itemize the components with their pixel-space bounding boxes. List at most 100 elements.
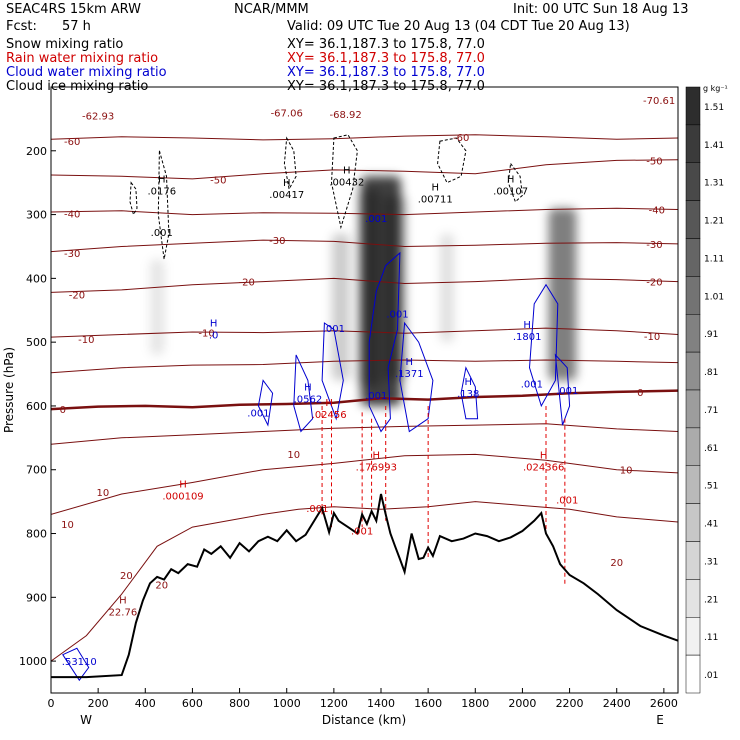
temperature-label-7: -50 bbox=[646, 156, 662, 167]
x-axis-label: Distance (km) bbox=[322, 713, 406, 727]
isotherm-1 bbox=[51, 159, 678, 180]
ice-contour-0 bbox=[157, 150, 170, 260]
temperature-label-3: -70.61 bbox=[643, 96, 675, 107]
feature-high-marker-4: H bbox=[507, 174, 515, 185]
field-snow-xy: XY= 36.1,187.3 to 175.8, 77.0 bbox=[287, 37, 485, 52]
feature-value-25: .001 bbox=[151, 228, 173, 239]
temperature-label-25: 20 bbox=[120, 571, 133, 582]
cloud-water-contour-6 bbox=[554, 353, 571, 426]
cloud-water-contour-4 bbox=[293, 354, 314, 433]
y-tick-label-1: 300 bbox=[26, 209, 47, 222]
isotherm-3 bbox=[51, 239, 678, 253]
colorbar-label-7: .81 bbox=[704, 368, 718, 378]
feature-value-7: .176993 bbox=[356, 463, 397, 474]
snow-column-1 bbox=[358, 189, 381, 387]
temperature-label-6: -50 bbox=[210, 175, 226, 186]
x-tick-label-9: 1800 bbox=[461, 697, 489, 710]
y-tick-label-5: 700 bbox=[26, 464, 47, 477]
colorbar-swatch-4 bbox=[685, 238, 701, 277]
temperature-label-10: -30 bbox=[64, 249, 80, 260]
feature-value-3: .00711 bbox=[418, 195, 453, 206]
feature-value-6: .1801 bbox=[513, 332, 542, 343]
fcst-label: Fcst: bbox=[6, 19, 37, 34]
feature-high-marker-0: H bbox=[158, 174, 166, 185]
feature-high-marker-1: H bbox=[283, 178, 291, 189]
colorbar-swatch-3 bbox=[685, 200, 701, 239]
x-tick-label-8: 1600 bbox=[414, 697, 442, 710]
colorbar-label-9: .61 bbox=[704, 444, 718, 454]
isotherm-8 bbox=[51, 423, 678, 445]
feature-high-marker-5: H bbox=[210, 319, 218, 330]
colorbar-swatch-0 bbox=[685, 86, 701, 126]
feature-value-26: .53110 bbox=[62, 657, 97, 668]
feature-value-15: .001 bbox=[386, 309, 408, 320]
feature-value-8: .024366 bbox=[523, 463, 564, 474]
cloud-water-contour-8 bbox=[62, 647, 90, 682]
colorbar-label-12: .31 bbox=[704, 557, 718, 567]
colorbar-swatch-14 bbox=[685, 617, 701, 656]
feature-value-10: 22.76 bbox=[109, 607, 138, 618]
isotherm-9 bbox=[51, 453, 678, 515]
colorbar-label-10: .51 bbox=[704, 482, 718, 492]
east-label: E bbox=[656, 713, 664, 727]
isotherm-2 bbox=[51, 207, 678, 216]
feature-high-marker-11: H bbox=[304, 382, 312, 393]
isotherm-7 bbox=[51, 389, 678, 411]
field-rain: Rain water mixing ratio bbox=[6, 51, 159, 66]
x-tick-label-7: 1400 bbox=[367, 697, 395, 710]
colorbar-label-6: .91 bbox=[704, 330, 718, 340]
feature-high-marker-10: H bbox=[119, 595, 127, 606]
colorbar-label-2: 1.31 bbox=[704, 179, 724, 189]
feature-value-0: .0176 bbox=[147, 186, 176, 197]
colorbar-swatch-12 bbox=[685, 541, 701, 580]
feature-value-19: .001 bbox=[521, 380, 543, 391]
feature-high-marker-14: H bbox=[464, 377, 472, 388]
temperature-label-8: -40 bbox=[64, 209, 80, 220]
feature-high-marker-2: H bbox=[343, 165, 351, 176]
feature-value-13: .1371 bbox=[395, 369, 424, 380]
colorbar-swatch-6 bbox=[685, 314, 701, 353]
feature-value-5: .0 bbox=[209, 331, 219, 342]
colorbar-label-14: .11 bbox=[704, 633, 718, 643]
feature-value-23: .001 bbox=[351, 526, 373, 537]
feature-value-4: .00107 bbox=[493, 186, 528, 197]
cloud-water-contour-0 bbox=[368, 251, 401, 433]
feature-value-12: .02456 bbox=[312, 410, 347, 421]
temperature-label-21: 10 bbox=[287, 450, 300, 461]
colorbar-label-0: 1.51 bbox=[704, 103, 724, 113]
colorbar-swatch-2 bbox=[685, 162, 701, 201]
feature-value-17: .001 bbox=[247, 408, 269, 419]
feature-value-9: .000109 bbox=[162, 491, 203, 502]
y-tick-label-3: 500 bbox=[26, 336, 47, 349]
y-tick-label-4: 600 bbox=[26, 400, 47, 413]
temperature-label-16: -10 bbox=[78, 335, 94, 346]
colorbar-swatch-9 bbox=[685, 427, 701, 466]
feature-high-marker-6: H bbox=[523, 320, 531, 331]
cloud-water-contour-2 bbox=[321, 322, 344, 421]
temperature-label-2: -68.92 bbox=[330, 110, 362, 121]
snow-column-4 bbox=[331, 233, 350, 381]
feature-high-marker-12: H bbox=[325, 398, 333, 409]
colorbar-unit: g kg⁻¹ bbox=[703, 84, 728, 93]
y-tick-label-0: 200 bbox=[26, 145, 47, 158]
terrain-line bbox=[51, 493, 678, 679]
model-title: SEAC4RS 15km ARW bbox=[6, 2, 142, 17]
x-tick-label-10: 2000 bbox=[508, 697, 536, 710]
colorbar-swatch-15 bbox=[685, 654, 701, 694]
snow-column-5 bbox=[150, 259, 165, 355]
field-rain-xy: XY= 36.1,187.3 to 175.8, 77.0 bbox=[287, 51, 485, 66]
colorbar-label-8: .71 bbox=[704, 406, 718, 416]
center-title: NCAR/MMM bbox=[234, 2, 309, 17]
feature-value-11: .0562 bbox=[294, 394, 323, 405]
x-tick-label-1: 200 bbox=[88, 697, 109, 710]
feature-high-marker-9: H bbox=[179, 479, 187, 490]
ice-contour-2 bbox=[330, 134, 358, 230]
temperature-label-9: -40 bbox=[649, 205, 665, 216]
feature-high-marker-13: H bbox=[406, 357, 414, 368]
isotherm-0 bbox=[51, 134, 678, 141]
temperature-label-26: 20 bbox=[155, 581, 168, 592]
feature-value-22: .001 bbox=[306, 504, 328, 515]
x-tick-label-2: 400 bbox=[135, 697, 156, 710]
feature-value-24: .001 bbox=[365, 214, 387, 225]
y-tick-label-2: 400 bbox=[26, 272, 47, 285]
